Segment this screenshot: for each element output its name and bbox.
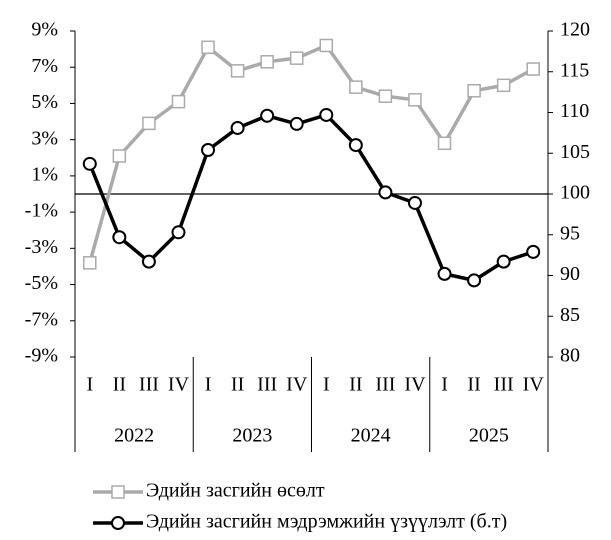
x-tick-label: IV bbox=[286, 374, 308, 396]
marker bbox=[142, 116, 156, 131]
marker bbox=[141, 254, 156, 269]
marker bbox=[289, 116, 304, 131]
y2-tick-label: 120 bbox=[560, 19, 590, 41]
marker bbox=[467, 273, 482, 288]
x-tick-label: I bbox=[205, 374, 212, 396]
y2-tick-label: 110 bbox=[560, 100, 589, 122]
group-label: 2025 bbox=[469, 425, 509, 447]
marker bbox=[319, 107, 334, 122]
x-tick-label: IV bbox=[168, 374, 190, 396]
marker bbox=[201, 40, 215, 55]
marker bbox=[496, 254, 511, 269]
marker bbox=[260, 55, 274, 69]
y-tick-label: -5% bbox=[25, 272, 58, 294]
y-tick-label: -7% bbox=[25, 308, 58, 330]
legend-label: Эдийн засгийн өсөлт bbox=[146, 480, 325, 502]
marker bbox=[437, 136, 452, 151]
y-tick-label: 9% bbox=[31, 19, 58, 41]
x-tick-label: I bbox=[323, 374, 330, 396]
x-tick-label: III bbox=[257, 374, 277, 396]
y2-tick-label: 90 bbox=[560, 263, 580, 285]
marker bbox=[526, 244, 541, 259]
legend-label: Эдийн засгийн мэдрэмжийн үзүүлэлт (б.т) bbox=[146, 511, 507, 533]
y-tick-label: 7% bbox=[31, 55, 58, 77]
marker bbox=[319, 38, 334, 53]
y-tick-label: -3% bbox=[25, 236, 58, 258]
marker bbox=[349, 80, 363, 94]
x-tick-label: IV bbox=[523, 374, 545, 396]
x-tick-label: II bbox=[231, 374, 244, 396]
x-tick-label: I bbox=[86, 374, 93, 396]
x-tick-label: I bbox=[441, 374, 448, 396]
marker bbox=[378, 185, 393, 200]
marker bbox=[112, 149, 127, 163]
x-tick-label: IV bbox=[404, 374, 426, 396]
marker bbox=[171, 94, 186, 109]
x-tick-label: II bbox=[467, 374, 480, 396]
x-tick-label: III bbox=[375, 374, 395, 396]
y-tick-label: 5% bbox=[31, 91, 58, 113]
marker bbox=[348, 138, 363, 153]
marker bbox=[230, 64, 245, 78]
legend-marker bbox=[111, 516, 125, 530]
y2-tick-label: 105 bbox=[560, 141, 590, 163]
y2-tick-label: 100 bbox=[560, 182, 590, 204]
y2-tick-label: 85 bbox=[560, 304, 580, 326]
series-line bbox=[88, 113, 534, 283]
marker bbox=[526, 62, 540, 76]
marker bbox=[83, 256, 97, 270]
x-tick-label: III bbox=[139, 374, 159, 396]
group-label: 2024 bbox=[351, 425, 391, 447]
y2-tick-label: 80 bbox=[560, 345, 580, 367]
marker bbox=[201, 142, 216, 157]
marker bbox=[496, 78, 511, 93]
y-tick-label: 3% bbox=[31, 127, 58, 149]
marker bbox=[171, 225, 186, 240]
x-tick-label: II bbox=[113, 374, 126, 396]
y2-tick-label: 115 bbox=[560, 59, 589, 81]
y2-tick-label: 95 bbox=[560, 222, 580, 244]
marker bbox=[407, 195, 422, 210]
y-tick-label: 1% bbox=[31, 163, 58, 185]
marker bbox=[437, 266, 452, 281]
marker bbox=[112, 230, 127, 245]
marker bbox=[378, 89, 393, 103]
marker bbox=[467, 84, 481, 98]
x-tick-label: II bbox=[349, 374, 362, 396]
series-line bbox=[88, 43, 535, 264]
marker bbox=[260, 108, 275, 123]
y-tick-label: -9% bbox=[25, 345, 58, 367]
group-label: 2023 bbox=[232, 425, 272, 447]
group-label: 2022 bbox=[114, 425, 154, 447]
marker bbox=[82, 156, 97, 171]
x-tick-label: III bbox=[494, 374, 514, 396]
marker bbox=[408, 93, 422, 107]
legend-marker bbox=[111, 485, 125, 499]
y-tick-label: -1% bbox=[25, 200, 58, 222]
marker bbox=[289, 51, 304, 65]
marker bbox=[230, 120, 245, 135]
